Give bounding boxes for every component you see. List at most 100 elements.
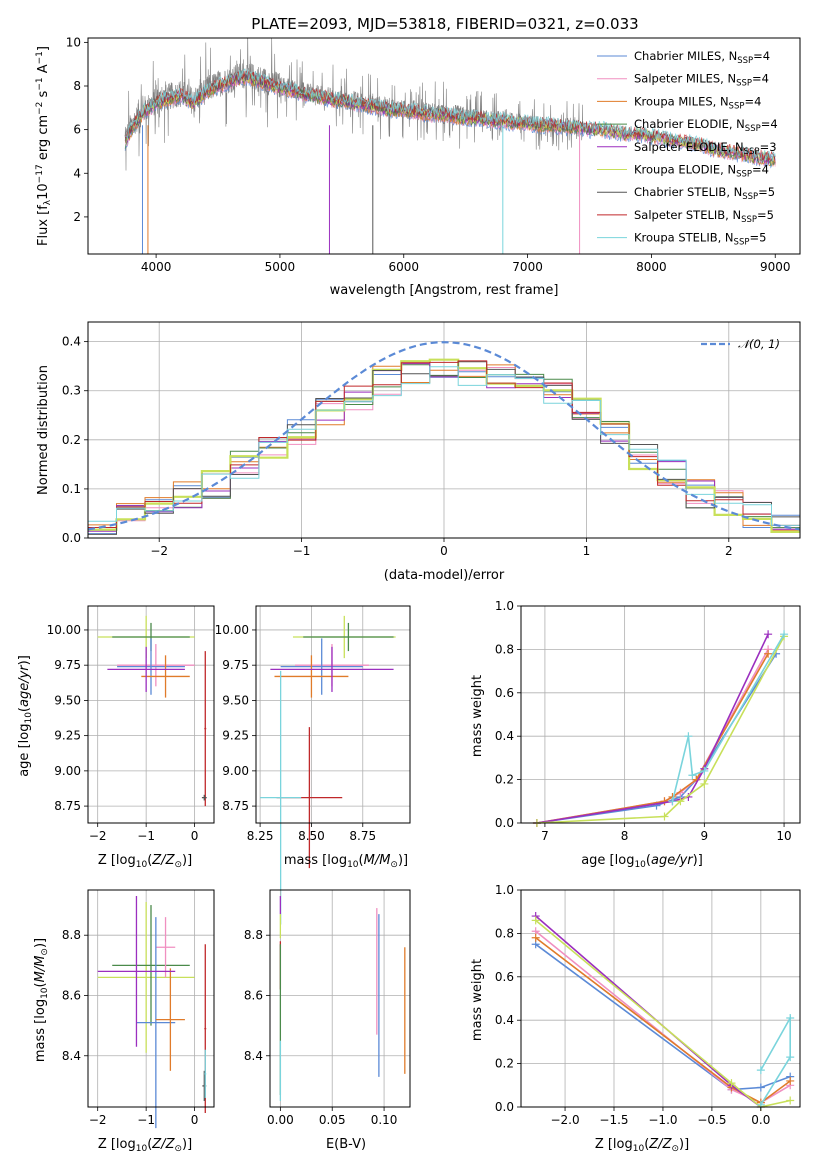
- mass-weight-point: [786, 1096, 795, 1105]
- mass-vs-metallicity-plot: −2 −1 0 8.4 8.6 8.8: [62, 889, 215, 1129]
- x-tick-label: 8.75: [349, 829, 376, 843]
- x-tick-label: 2: [725, 544, 733, 558]
- x-tick-label: 0.00: [267, 1113, 294, 1127]
- massweight-vs-age-plot: 7 8 9 10 0.0 0.2 0.4 0.6 0.8 1.0: [495, 599, 801, 843]
- mass-weight-point: [660, 797, 669, 806]
- residual-histogram: [88, 363, 800, 532]
- y-tick-label: 9.00: [222, 764, 249, 778]
- residual-histogram: [88, 361, 800, 535]
- y-tick-label: 9.25: [54, 729, 81, 743]
- mass-weight-point: [676, 797, 685, 806]
- y-tick-label: 10.00: [47, 623, 81, 637]
- spectrum-panel: PLATE=2093, MJD=53818, FIBERID=0321, z=0…: [35, 15, 801, 298]
- residual-histogram: [88, 358, 800, 533]
- y-tick-label: 10: [66, 35, 81, 49]
- x-tick-label: 5000: [265, 260, 296, 274]
- y-tick-label: 2: [73, 210, 81, 224]
- x-tick-label: 7: [541, 829, 549, 843]
- spectrum-legend: Chabrier MILES, NSSP=4 Salpeter MILES, NS…: [597, 49, 778, 248]
- x-tick-label: 0: [191, 1113, 199, 1127]
- age-vs-metallicity-panel: −2 −1 0 8.75 9.00 9.25 9.50 9.75 10.00 Z [log10(…: [17, 605, 215, 870]
- residual-histogram: [88, 366, 800, 526]
- mass-weight-line: [536, 653, 769, 824]
- y-tick-label: 8.6: [244, 988, 263, 1002]
- x-tick-label: 8000: [636, 260, 667, 274]
- massweight-vs-age-panel: 7 8 9 10 0.0 0.2 0.4 0.6 0.8 1.0 age [log10(age/y…: [470, 599, 801, 870]
- x-tick-label: −0.5: [697, 1113, 726, 1127]
- mass-weight-line: [535, 919, 791, 1108]
- y-tick-label: 0.0: [62, 531, 81, 545]
- mass-weight-line: [536, 653, 777, 824]
- x-tick-label: −2: [89, 1113, 107, 1127]
- legend-label: Chabrier MILES, NSSP=4: [634, 49, 770, 66]
- x-tick-label: 0: [440, 544, 448, 558]
- legend-label: Salpeter ELODIE, NSSP=3: [634, 140, 777, 157]
- x-tick-label: 9000: [760, 260, 791, 274]
- y-tick-label: 6: [73, 123, 81, 137]
- mass-vs-metallicity-panel: −2 −1 0 8.4 8.6 8.8 Z [log10(Z/Z⊙)] mass [log…: [33, 889, 215, 1154]
- mass-weight-point: [700, 766, 709, 775]
- y-tick-label: 0.2: [62, 433, 81, 447]
- residual-xlabel: (data-model)/error: [384, 568, 505, 583]
- x-tick-label: 0.0: [751, 1113, 770, 1127]
- mass-weight-line: [536, 636, 785, 824]
- y-tick-label: 9.25: [222, 729, 249, 743]
- x-tick-label: −1: [137, 829, 155, 843]
- y-tick-label: 9.75: [222, 658, 249, 672]
- age-z-ylabel: age [log10(age/yr)]: [17, 655, 34, 777]
- massweight-vs-metallicity-plot: −2.0 −1.5 −1.0 −0.5 0.0 0.0 0.2 0.4 0.6 0.8 1.0: [495, 883, 801, 1127]
- normal-curve: [88, 341, 800, 531]
- y-tick-label: 8.8: [244, 928, 263, 942]
- mass-weight-point: [727, 1079, 736, 1088]
- mass-z-ylabel: mass [log10(M/M⊙)]: [33, 938, 50, 1062]
- x-tick-label: −2: [89, 829, 107, 843]
- mass-weight-point: [756, 1083, 765, 1092]
- residual-panel: −2 −1 0 1 2 0.0 0.1 0.2 0.3 0.4 (data-model)/erro…: [36, 321, 801, 583]
- spectrum-ylabel: Flux [fλ10−17 erg cm−2 s−1 A−1]: [35, 46, 53, 246]
- x-tick-label: 8: [621, 829, 629, 843]
- x-tick-label: 1: [583, 544, 591, 558]
- mass-weight-point: [531, 933, 540, 942]
- y-tick-label: 4: [73, 166, 81, 180]
- mass-weight-point: [660, 812, 669, 821]
- x-tick-label: −2.0: [550, 1113, 579, 1127]
- mass-vs-extinction-panel: 0.00 0.05 0.10 8.4 8.6 8.8 E(B-V): [244, 889, 411, 1152]
- x-tick-label: −1: [293, 544, 311, 558]
- x-tick-label: 0.05: [319, 1113, 346, 1127]
- mass-weight-line: [760, 1014, 791, 1106]
- y-tick-label: 9.50: [54, 693, 81, 707]
- panel-frame: [255, 605, 411, 824]
- legend-label: Salpeter MILES, NSSP=4: [634, 72, 769, 89]
- y-tick-label: 0.1: [62, 482, 81, 496]
- mass-weight-point: [764, 649, 773, 658]
- spectrum-xlabel: wavelength [Angstrom, rest frame]: [330, 283, 559, 298]
- y-tick-label: 0.6: [495, 686, 514, 700]
- model-spectrum-line: [124, 68, 776, 162]
- residual-ticks: −2 −1 0 1 2 0.0 0.1 0.2 0.3 0.4: [62, 335, 733, 558]
- normal-legend-label: 𝒩(0, 1): [738, 337, 780, 351]
- mass-z-xlabel: Z [log10(Z/Z⊙)]: [98, 1137, 192, 1154]
- residual-grid: [88, 322, 800, 539]
- x-tick-label: 8.25: [247, 829, 274, 843]
- y-tick-label: 8.75: [54, 799, 81, 813]
- y-tick-label: 8.75: [222, 799, 249, 813]
- legend-label: Salpeter STELIB, NSSP=5: [634, 208, 774, 225]
- y-tick-label: 0.0: [495, 1100, 514, 1114]
- panel-frame: [87, 889, 215, 1108]
- y-tick-label: 0.4: [495, 729, 514, 743]
- y-tick-label: 10.00: [215, 623, 249, 637]
- y-tick-label: 0.6: [495, 970, 514, 984]
- x-tick-label: 0: [191, 829, 199, 843]
- spectrum-ticks: 4000 5000 6000 7000 8000 9000 2 4 6 8 10: [66, 35, 791, 274]
- legend-label: Kroupa MILES, NSSP=4: [634, 94, 761, 111]
- mass-weight-point: [756, 1066, 765, 1075]
- x-tick-label: 9: [701, 829, 709, 843]
- mw-z-ylabel: mass weight: [470, 959, 485, 1041]
- y-tick-label: 1.0: [495, 599, 514, 613]
- x-tick-label: −1: [137, 1113, 155, 1127]
- age-vs-mass-panel: 8.25 8.50 8.75 8.75 9.00 9.25 9.50 9.75 10.00 ma…: [215, 605, 411, 925]
- y-tick-label: 0.4: [495, 1013, 514, 1027]
- mw-z-xlabel: Z [log10(Z/Z⊙)]: [595, 1137, 689, 1154]
- mass-weight-point: [786, 1076, 795, 1085]
- x-tick-label: −1.5: [599, 1113, 628, 1127]
